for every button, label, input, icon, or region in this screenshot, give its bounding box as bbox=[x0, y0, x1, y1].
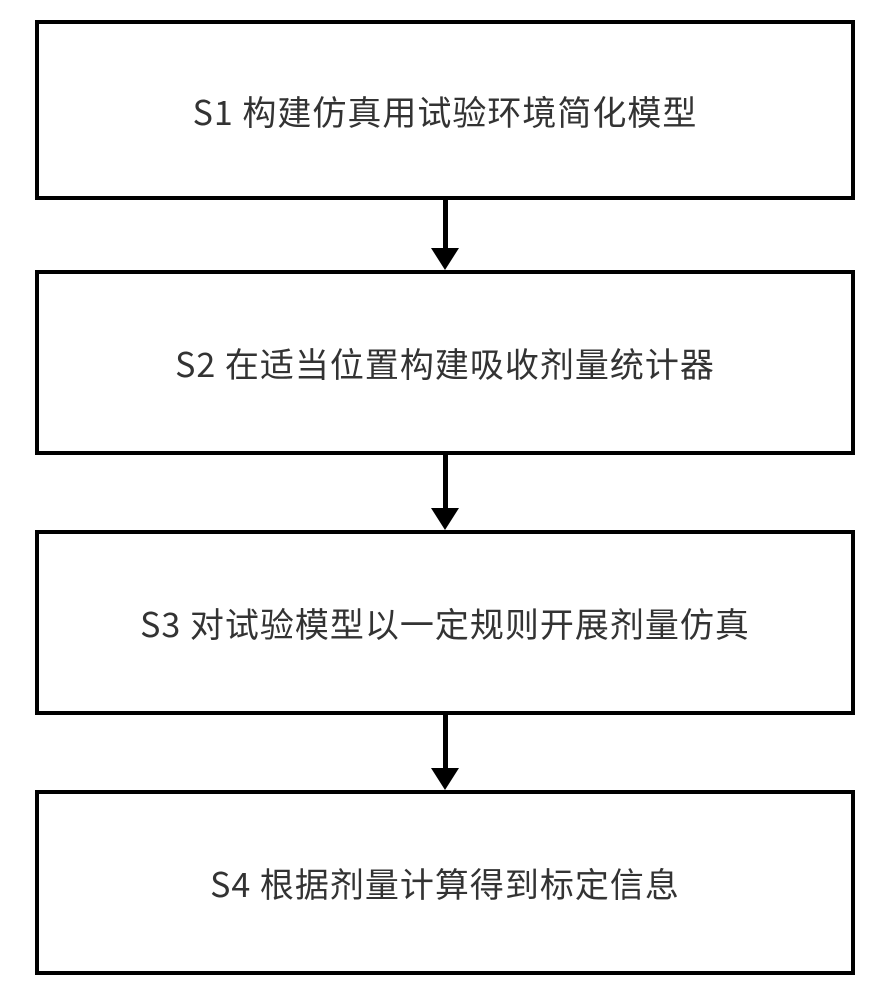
arrow-head-icon bbox=[431, 508, 459, 533]
flow-node-label: S1 构建仿真用试验环境简化模型 bbox=[193, 86, 698, 135]
arrow-line bbox=[443, 715, 448, 768]
flow-node-label: S2 在适当位置构建吸收剂量统计器 bbox=[175, 338, 715, 387]
flow-arrow bbox=[431, 715, 459, 793]
flowchart-container: S1 构建仿真用试验环境简化模型 S2 在适当位置构建吸收剂量统计器 S3 对试验模… bbox=[35, 20, 855, 980]
flow-node-s3: S3 对试验模型以一定规则开展剂量仿真 bbox=[35, 530, 855, 715]
flow-arrow bbox=[431, 200, 459, 273]
flow-node-s4: S4 根据剂量计算得到标定信息 bbox=[35, 790, 855, 975]
flow-node-s2: S2 在适当位置构建吸收剂量统计器 bbox=[35, 270, 855, 455]
arrow-head-icon bbox=[431, 768, 459, 793]
arrow-line bbox=[443, 200, 448, 248]
arrow-head-icon bbox=[431, 248, 459, 273]
flow-arrow bbox=[431, 455, 459, 533]
flow-node-label: S3 对试验模型以一定规则开展剂量仿真 bbox=[140, 598, 750, 647]
arrow-line bbox=[443, 455, 448, 508]
flow-node-label: S4 根据剂量计算得到标定信息 bbox=[210, 858, 680, 907]
flow-node-s1: S1 构建仿真用试验环境简化模型 bbox=[35, 20, 855, 200]
